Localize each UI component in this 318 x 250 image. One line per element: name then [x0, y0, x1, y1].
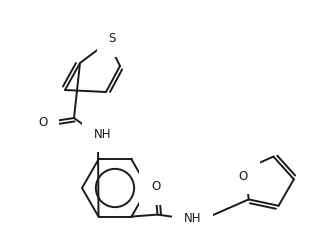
Text: S: S	[108, 32, 116, 46]
Text: O: O	[151, 180, 160, 193]
Text: O: O	[38, 116, 48, 128]
Text: NH: NH	[184, 212, 201, 225]
Text: NH: NH	[94, 128, 112, 140]
Text: O: O	[239, 170, 248, 182]
